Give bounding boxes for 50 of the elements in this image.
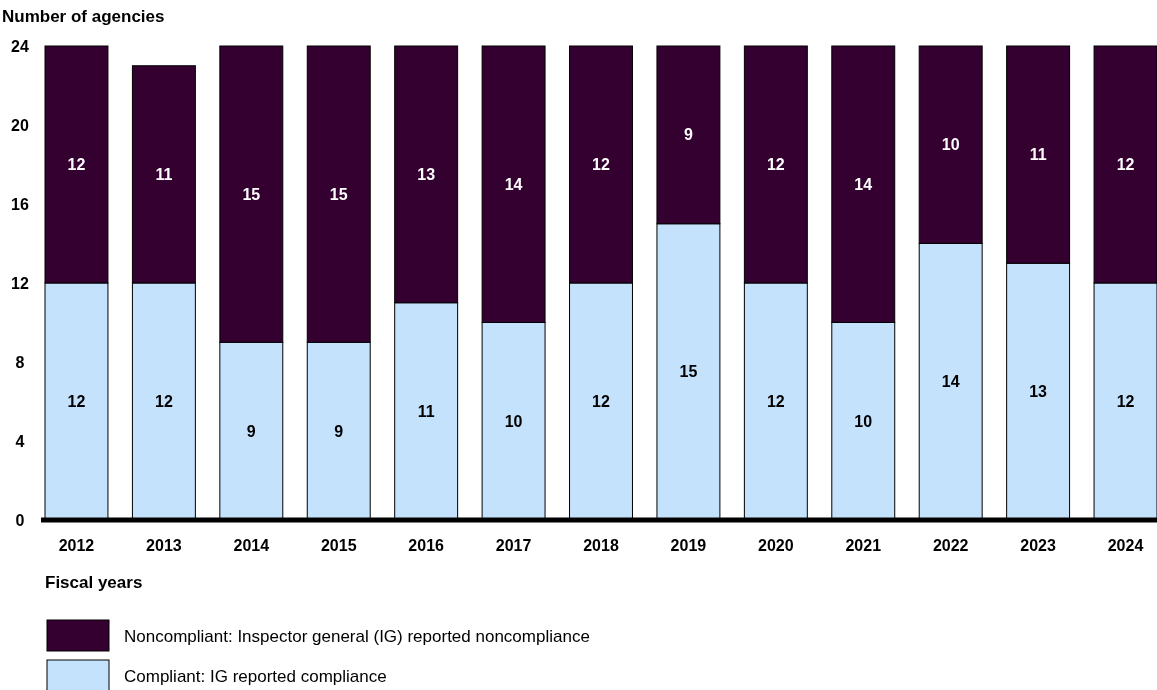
data-label: 12 [766,393,785,411]
x-tick-label: 2021 [845,537,882,554]
x-tick-label: 2014 [233,537,270,554]
y-tick-label: 8 [15,353,25,371]
y-tick-label: 4 [15,432,25,450]
data-label: 15 [329,185,348,203]
legend-label: Compliant: IG reported compliance [124,666,387,686]
data-label: 12 [1116,156,1135,174]
data-label: 12 [592,393,610,411]
data-label: 12 [67,393,86,411]
data-label: 11 [417,402,435,420]
x-tick-label: 2013 [146,537,182,554]
x-tick-label: 2018 [583,537,619,554]
x-tick-label: 2015 [320,537,357,554]
data-label: 9 [334,422,344,440]
data-label: 13 [1029,383,1048,401]
x-tick-label: 2017 [495,537,532,554]
data-label: 12 [67,156,86,174]
data-label: 15 [679,363,698,381]
x-tick-label: 2023 [1020,537,1057,554]
data-label: 15 [242,185,261,203]
data-label: 12 [154,393,173,411]
x-tick-label: 2022 [932,537,969,554]
data-label: 12 [1116,393,1135,411]
data-label: 12 [592,156,610,174]
y-tick-label: 16 [11,195,29,213]
y-tick-label: 12 [11,274,29,292]
y-tick-label: 24 [11,37,29,55]
data-label: 14 [941,373,960,391]
data-label: 10 [941,136,960,154]
y-axis-title: Number of agencies [2,7,165,26]
data-label: 10 [504,412,523,430]
x-tick-label: 2016 [408,537,445,554]
x-tick-label: 2024 [1107,537,1144,554]
legend-label: Noncompliant: Inspector general (IG) reported noncompliance [124,626,590,646]
data-label: 13 [417,165,436,183]
x-axis-title: Fiscal years [45,573,143,592]
y-tick-label: 20 [11,116,29,134]
data-label: 14 [504,175,523,193]
data-label: 9 [246,422,256,440]
data-label: 12 [766,156,785,174]
y-tick-label: 0 [15,511,25,529]
x-tick-label: 2012 [58,537,95,554]
data-label: 14 [854,175,873,193]
x-tick-label: 2019 [670,537,707,554]
data-label: 11 [1029,146,1047,164]
x-tick-label: 2020 [758,537,794,554]
data-label: 11 [155,165,173,183]
data-label: 9 [683,126,693,144]
data-label: 10 [854,412,873,430]
